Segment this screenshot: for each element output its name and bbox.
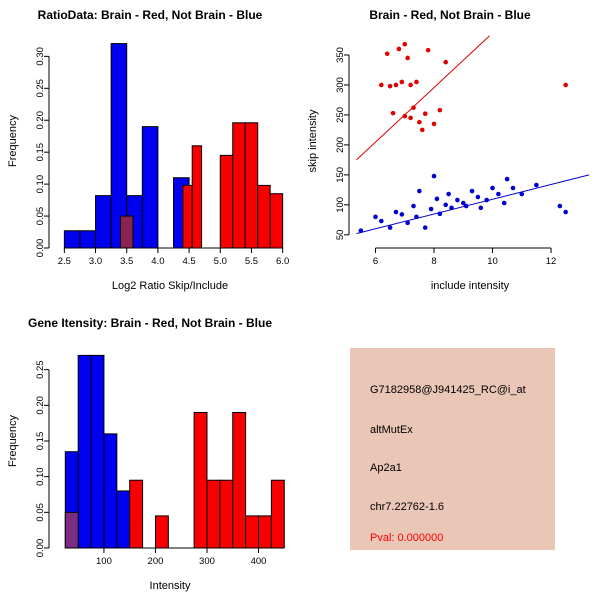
svg-text:0.25: 0.25 <box>35 79 46 98</box>
svg-text:0.05: 0.05 <box>35 503 46 522</box>
svg-text:0.00: 0.00 <box>35 539 46 558</box>
svg-text:4.5: 4.5 <box>182 256 195 267</box>
svg-text:250: 250 <box>335 107 346 123</box>
ratio-histogram-panel: RatioData: Brain - Red, Not Brain - Blue… <box>0 0 300 300</box>
ratio-histogram-xlabel: Log2 Ratio Skip/Include <box>111 280 229 292</box>
svg-text:0.25: 0.25 <box>35 360 46 379</box>
svg-text:3.0: 3.0 <box>89 256 102 267</box>
svg-text:0.10: 0.10 <box>35 175 46 194</box>
svg-text:0.20: 0.20 <box>35 396 46 415</box>
svg-text:400: 400 <box>251 556 267 567</box>
chromosome-location-text: chr7.22762-1.6 <box>370 501 444 513</box>
svg-text:4.0: 4.0 <box>151 256 164 267</box>
svg-text:200: 200 <box>335 137 346 153</box>
svg-text:0.20: 0.20 <box>35 111 46 129</box>
gene-name-text: Ap2a1 <box>370 462 402 474</box>
gene-info-panel: G7182958@J941425_RC@i_at altMutEx Ap2a1 … <box>300 300 600 600</box>
svg-text:5.5: 5.5 <box>245 256 258 267</box>
gene-intensity-histogram-xlabel: Intensity <box>149 580 191 592</box>
svg-text:350: 350 <box>335 47 346 63</box>
svg-text:100: 100 <box>335 197 346 213</box>
svg-text:8: 8 <box>431 256 436 267</box>
ratio-histogram-plot: 2.5 3.0 3.5 4.0 4.5 5.0 5.5 6.0 0.00 0.05 0.10 0.15… <box>35 43 289 267</box>
svg-text:300: 300 <box>199 556 215 567</box>
svg-text:0.30: 0.30 <box>35 47 46 66</box>
intensity-scatter-plot: 6 8 10 12 50 100 150 200 250 300 350 <box>335 35 590 267</box>
svg-text:6.0: 6.0 <box>276 256 289 267</box>
svg-text:300: 300 <box>335 77 346 93</box>
svg-text:2.5: 2.5 <box>58 256 71 267</box>
gene-intensity-histogram-plot: 100 200 300 400 0.00 0.05 0.10 0.15 0.20 0.25 <box>35 354 285 567</box>
ratio-histogram-title: RatioData: Brain - Red, Not Brain - Blue <box>37 8 263 22</box>
svg-text:0.15: 0.15 <box>35 432 46 451</box>
pval-text: Pval: 0.000000 <box>370 532 444 544</box>
svg-text:100: 100 <box>96 556 112 567</box>
intensity-scatter-xlabel: include intensity <box>430 280 510 292</box>
svg-text:0.10: 0.10 <box>35 467 46 486</box>
svg-text:50: 50 <box>335 230 346 241</box>
intensity-scatter-panel: Brain - Red, Not Brain - Blue skip inten… <box>300 0 600 300</box>
svg-text:0.00: 0.00 <box>35 239 46 258</box>
svg-text:0.05: 0.05 <box>35 207 46 226</box>
svg-text:200: 200 <box>148 556 164 567</box>
svg-text:150: 150 <box>335 167 346 183</box>
info-panel: G7182958@J941425_RC@i_at altMutEx Ap2a1 … <box>350 348 555 550</box>
svg-text:10: 10 <box>487 256 498 267</box>
svg-text:6: 6 <box>373 256 378 267</box>
event-type-text: altMutEx <box>370 424 413 436</box>
gene-intensity-histogram-title: Gene Itensity: Brain - Red, Not Brain - … <box>27 316 273 330</box>
svg-text:12: 12 <box>546 256 557 267</box>
intensity-scatter-title: Brain - Red, Not Brain - Blue <box>369 8 531 22</box>
probe-id-text: G7182958@J941425_RC@i_at <box>370 384 526 396</box>
svg-text:5.0: 5.0 <box>214 256 227 267</box>
gene-intensity-histogram-panel: Gene Itensity: Brain - Red, Not Brain - … <box>0 300 300 600</box>
svg-text:0.15: 0.15 <box>35 143 46 162</box>
svg-text:3.5: 3.5 <box>120 256 133 267</box>
